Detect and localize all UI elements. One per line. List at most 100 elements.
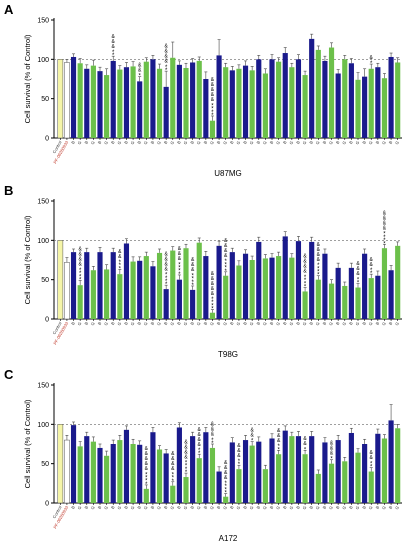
significance-amp: & xyxy=(211,276,215,282)
significance-star: * xyxy=(211,110,214,116)
x-tick-label: B xyxy=(97,321,103,326)
bar xyxy=(368,471,374,503)
x-tick-label: G xyxy=(77,140,83,145)
significance-star: * xyxy=(225,266,228,272)
bar xyxy=(176,427,182,503)
bar xyxy=(242,253,249,319)
x-tick-label: B xyxy=(388,505,394,510)
significance-star: * xyxy=(225,484,228,490)
bar xyxy=(70,425,77,503)
significance-amp: & xyxy=(171,461,175,467)
x-tick-label: B xyxy=(83,140,89,145)
bar xyxy=(322,442,328,503)
x-tick-label: G xyxy=(129,321,135,326)
significance-star: * xyxy=(185,461,188,467)
bar xyxy=(289,436,295,503)
x-tick-label: G xyxy=(222,321,228,326)
bar xyxy=(70,56,77,139)
x-tick-label: G xyxy=(301,505,307,510)
significance-star: * xyxy=(191,273,194,279)
x-tick-label: B xyxy=(97,505,103,510)
bar xyxy=(183,248,189,319)
bar xyxy=(196,242,202,319)
bar xyxy=(84,252,90,319)
x-tick-label: B xyxy=(83,505,89,510)
bar xyxy=(97,252,103,319)
significance-amp: & xyxy=(224,475,228,481)
bar xyxy=(137,444,143,503)
significance-star: * xyxy=(317,270,320,276)
x-tick-label: B xyxy=(322,321,328,326)
x-tick-label: G xyxy=(381,321,387,326)
x-tick-label: G xyxy=(328,321,334,326)
significance-star: * xyxy=(304,275,307,281)
x-tick-label: B xyxy=(216,321,222,326)
bar xyxy=(289,67,295,138)
significance-amp: & xyxy=(164,59,168,65)
significance-amp: & xyxy=(356,266,360,272)
x-tick-label: B xyxy=(83,321,89,326)
bar xyxy=(130,444,136,503)
significance-star: * xyxy=(145,472,148,478)
x-tick-label: G xyxy=(169,140,175,145)
bar xyxy=(355,287,361,319)
bar xyxy=(335,440,341,503)
significance-star: * xyxy=(383,238,386,244)
bar xyxy=(328,47,335,138)
significance-star: * xyxy=(165,282,168,288)
bar xyxy=(302,75,308,138)
significance-star: * xyxy=(211,303,214,309)
bar xyxy=(143,256,149,319)
significance-star: * xyxy=(225,262,228,268)
significance-star: * xyxy=(145,476,148,482)
significance-amp: & xyxy=(303,259,307,265)
x-tick-label: G xyxy=(103,140,109,145)
bar xyxy=(117,274,123,319)
significance-star: * xyxy=(225,487,228,493)
x-tick-label: G xyxy=(169,505,175,510)
bar xyxy=(362,76,368,138)
bar xyxy=(104,75,110,138)
bar xyxy=(388,56,394,139)
significance-star: * xyxy=(383,235,386,241)
bar xyxy=(335,267,341,319)
panel-title: A172 xyxy=(219,534,238,543)
significance-star: * xyxy=(211,300,214,306)
significance-amp: & xyxy=(191,257,195,263)
bar xyxy=(150,59,156,139)
bar xyxy=(90,270,96,319)
x-tick-label: G xyxy=(196,140,202,145)
x-tick-label: G xyxy=(315,321,321,326)
significance-amp: & xyxy=(356,271,360,277)
x-tick-label: G xyxy=(116,140,122,145)
significance-star: * xyxy=(185,470,188,476)
x-tick-label: B xyxy=(229,321,235,326)
significance-amp: & xyxy=(383,220,387,226)
bar xyxy=(262,73,268,138)
x-tick-label: G xyxy=(209,505,215,510)
bar xyxy=(176,279,182,319)
x-tick-label: B xyxy=(136,505,142,510)
bar xyxy=(216,55,222,138)
bar xyxy=(77,285,83,319)
x-tick-label: G xyxy=(328,140,334,145)
significance-star: * xyxy=(198,451,201,457)
bar xyxy=(269,438,275,503)
significance-amp: & xyxy=(237,443,241,449)
bar xyxy=(295,59,302,139)
significance-amp: & xyxy=(370,55,374,61)
x-tick-label: G xyxy=(235,321,241,326)
y-tick-label: 50 xyxy=(41,461,49,468)
x-tick-label: B xyxy=(189,505,195,510)
significance-star: * xyxy=(225,269,228,275)
bar xyxy=(342,59,348,139)
significance-amp: & xyxy=(237,448,241,454)
y-tick-label: 100 xyxy=(37,422,49,429)
x-tick-label: B xyxy=(216,140,222,145)
x-tick-label: B xyxy=(242,140,248,145)
significance-amp: & xyxy=(164,49,168,55)
x-tick-label: B xyxy=(110,140,116,145)
bar xyxy=(368,68,374,138)
significance-amp: & xyxy=(224,248,228,254)
x-tick-label: G xyxy=(235,140,241,145)
